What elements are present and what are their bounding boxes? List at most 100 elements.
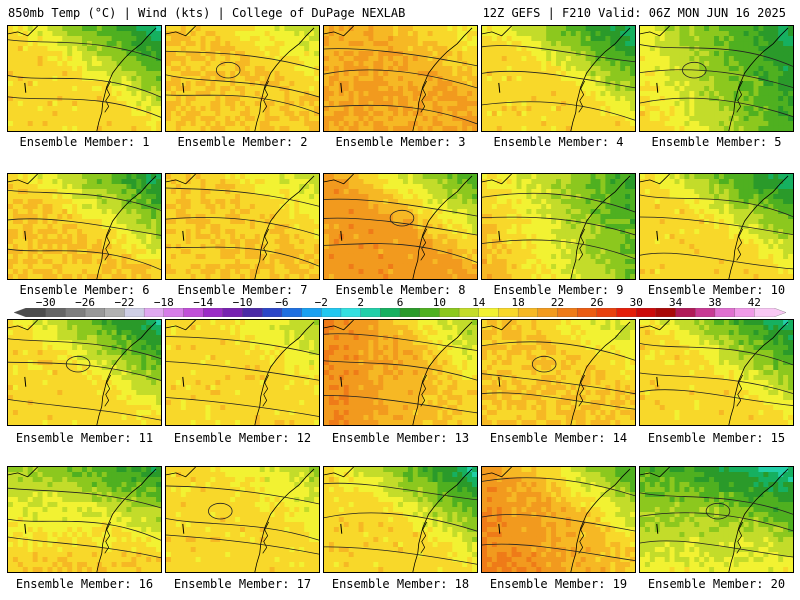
ensemble-member-label: Ensemble Member: 14	[489, 431, 628, 445]
ensemble-member-map	[165, 319, 320, 426]
colorbar-swatch	[84, 308, 106, 317]
colorbar-swatch	[478, 308, 500, 317]
colorbar-swatch	[498, 308, 519, 317]
colorbar-swatch	[222, 308, 244, 317]
ensemble-member-map	[165, 466, 320, 573]
ensemble-member-map	[323, 173, 478, 280]
ensemble-member-label: Ensemble Member: 9	[493, 283, 624, 297]
ensemble-member-map	[7, 25, 162, 132]
colorbar-tick-label: 34	[668, 296, 683, 309]
ensemble-member-label: Ensemble Member: 18	[331, 577, 470, 591]
ensemble-member-map	[481, 319, 636, 426]
colorbar-swatch	[419, 308, 441, 317]
colorbar-swatch	[675, 308, 696, 317]
colorbar-swatch	[655, 308, 677, 317]
ensemble-member-map	[481, 25, 636, 132]
ensemble-member-label: Ensemble Member: 15	[647, 431, 786, 445]
ensemble-member-label: Ensemble Member: 2	[177, 135, 308, 149]
colorbar-tick-label: −30	[35, 296, 56, 309]
colorbar-swatch	[65, 308, 86, 317]
ensemble-member-label: Ensemble Member: 6	[19, 283, 150, 297]
ensemble-member-map	[323, 319, 478, 426]
colorbar-tick-label: −18	[153, 296, 174, 309]
colorbar-swatch	[281, 308, 303, 317]
ensemble-member-map	[7, 173, 162, 280]
colorbar-tick-label: 10	[432, 296, 446, 309]
colorbar-swatch	[596, 308, 618, 317]
colorbar-tick-label: 14	[472, 296, 486, 309]
colorbar-tick-label: −10	[232, 296, 253, 309]
colorbar-swatch	[340, 308, 362, 317]
ensemble-member-label: Ensemble Member: 4	[493, 135, 624, 149]
ensemble-member-label: Ensemble Member: 20	[647, 577, 786, 591]
colorbar-tick-label: 26	[590, 296, 604, 309]
colorbar-swatch	[380, 308, 401, 317]
colorbar-swatch	[360, 308, 381, 317]
colorbar-swatch	[14, 308, 46, 317]
ensemble-member-label: Ensemble Member: 12	[173, 431, 312, 445]
colorbar-swatch	[439, 308, 460, 317]
ensemble-member-label: Ensemble Member: 5	[651, 135, 782, 149]
colorbar-swatch	[143, 308, 165, 317]
ensemble-member-label: Ensemble Member: 10	[647, 283, 786, 297]
ensemble-member-map	[481, 466, 636, 573]
colorbar-swatch	[321, 308, 342, 317]
colorbar-swatch	[537, 308, 559, 317]
ensemble-member-map	[323, 466, 478, 573]
colorbar-tick-label: −22	[114, 296, 135, 309]
colorbar-tick-label: 38	[708, 296, 722, 309]
colorbar-swatch	[242, 308, 263, 317]
colorbar-tick-labels: −30 −26 −22 −18 −14 −10 −6 −2 2 6 10 14 18 22 26 30 34 38…	[0, 296, 800, 309]
ensemble-member-map	[323, 25, 478, 132]
colorbar-swatch	[616, 308, 637, 317]
ensemble-member-map	[7, 466, 162, 573]
colorbar-swatch	[557, 308, 578, 317]
colorbar-swatch	[104, 308, 126, 317]
colorbar-swatch	[45, 308, 67, 317]
colorbar-swatch	[399, 308, 421, 317]
ensemble-member-map	[165, 25, 320, 132]
colorbar-tick-label: −6	[275, 296, 289, 309]
colorbar-swatch	[636, 308, 657, 317]
colorbar-tick-label: −2	[314, 296, 328, 309]
colorbar-swatch	[203, 308, 224, 317]
map-title: 850mb Temp (°C) | Wind (kts) | College o…	[8, 6, 406, 20]
colorbar-tick-label: −14	[193, 296, 214, 309]
ensemble-member-label: Ensemble Member: 19	[489, 577, 628, 591]
colorbar-swatch	[163, 308, 185, 317]
colorbar-swatch	[458, 308, 480, 317]
ensemble-member-label: Ensemble Member: 11	[15, 431, 154, 445]
ensemble-member-label: Ensemble Member: 16	[15, 577, 154, 591]
ensemble-member-map	[639, 25, 794, 132]
ensemble-member-map	[639, 319, 794, 426]
colorbar-swatch	[517, 308, 539, 317]
colorbar-swatch	[183, 308, 204, 317]
colorbar-tick-label: 42	[747, 296, 761, 309]
ensemble-member-label: Ensemble Member: 8	[335, 283, 466, 297]
ensemble-member-map	[639, 466, 794, 573]
ensemble-member-map	[481, 173, 636, 280]
ensemble-member-label: Ensemble Member: 7	[177, 283, 308, 297]
ensemble-member-label: Ensemble Member: 13	[331, 431, 470, 445]
colorbar-tick-label: 22	[550, 296, 565, 309]
run-info: 12Z GEFS | F210 Valid: 06Z MON JUN 16 20…	[482, 6, 786, 20]
temperature-colorbar	[14, 308, 786, 317]
colorbar-swatch	[301, 308, 322, 317]
ensemble-member-label: Ensemble Member: 1	[19, 135, 150, 149]
colorbar-swatch	[124, 308, 145, 317]
colorbar-tick-label: −26	[75, 296, 95, 309]
colorbar-swatch	[262, 308, 283, 317]
colorbar-tick-label: 2	[357, 296, 364, 309]
colorbar-swatch	[695, 308, 716, 317]
colorbar-swatch	[577, 308, 598, 317]
ensemble-member-map	[7, 319, 162, 426]
colorbar-swatch	[714, 308, 736, 317]
colorbar-tick-label: 30	[629, 296, 643, 309]
ensemble-member-map	[165, 173, 320, 280]
colorbar-tick-label: 18	[511, 296, 525, 309]
colorbar-swatch	[754, 308, 786, 317]
ensemble-member-label: Ensemble Member: 17	[173, 577, 312, 591]
ensemble-member-label: Ensemble Member: 3	[335, 135, 466, 149]
colorbar-swatch	[734, 308, 755, 317]
ensemble-member-map	[639, 173, 794, 280]
